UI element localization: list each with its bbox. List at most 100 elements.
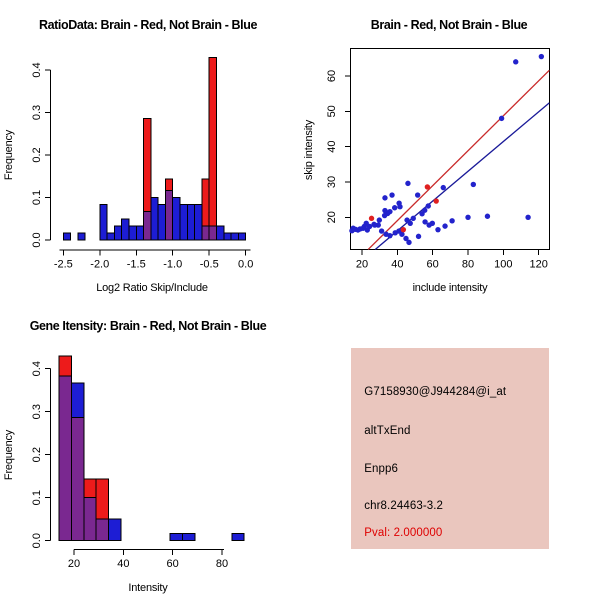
- scatter-point-red: [433, 198, 439, 204]
- scatter-point-blue: [435, 226, 441, 233]
- histogram-bar-blue: [230, 232, 239, 241]
- scatter-point-blue: [525, 214, 531, 220]
- histogram-bar-blue: [172, 197, 181, 241]
- histogram-bar-blue: [128, 225, 137, 241]
- x-axis-label: Intensity: [128, 582, 168, 594]
- ratio-histogram-chart: -2.5 -2.0 -1.5 -1.0 -0.5 0.0 0.0 0.1 0.2 0.3 0.4 Ra…: [3, 18, 258, 294]
- y-tick-label: 60: [326, 70, 338, 82]
- scatter-point-blue: [389, 192, 395, 198]
- x-tick-label: -2.0: [90, 259, 109, 271]
- histogram-bar-blue: [157, 204, 166, 241]
- scatter-point-blue: [442, 223, 448, 229]
- intensity-scatter-chart: 20 40 60 80 100 120 20 30 40 50 60 Brain - Red, Not…: [303, 18, 550, 294]
- histogram-bar-blue: [113, 225, 123, 241]
- histogram-bar-blue: [194, 204, 203, 241]
- histogram-bar-blue: [77, 232, 86, 241]
- chart-title: RatioData: Brain - Red, Not Brain - Blue: [39, 18, 257, 32]
- scatter-point-blue: [382, 195, 388, 201]
- histogram-bar-blue: [108, 518, 122, 542]
- histogram-bar-blue: [223, 232, 232, 241]
- histogram-bar-red: [208, 57, 218, 241]
- x-tick-label: 0.0: [238, 259, 253, 271]
- x-tick-label: -1.5: [127, 259, 146, 271]
- histogram-bar-blue: [121, 218, 130, 241]
- regression-line-red: [367, 69, 550, 250]
- gene-intensity-histogram-chart: 20 40 60 80 0.0 0.1 0.2 0.3 0.4 Gene Itensity: Br…: [3, 319, 267, 594]
- y-tick-label: 0.0: [31, 232, 43, 247]
- x-axis-label: Log2 Ratio Skip/Include: [96, 282, 208, 294]
- histogram-bar-blue: [179, 204, 188, 241]
- scatter-point-red: [368, 215, 375, 222]
- histogram-bar-blue: [99, 204, 108, 241]
- probe-id-text: G7158930@J944284@i_at: [364, 385, 507, 398]
- histogram-bar-blue: [231, 532, 245, 542]
- scatter-point-blue: [513, 59, 519, 65]
- event-type-text: altTxEnd: [364, 424, 411, 437]
- x-tick-label: 40: [117, 558, 129, 570]
- y-tick-label: 40: [326, 141, 338, 153]
- histogram-bar-blue: [216, 225, 225, 241]
- y-tick-label: 30: [326, 176, 338, 188]
- histogram-bar-overlap: [95, 518, 110, 542]
- scatter-point-red: [424, 184, 431, 190]
- location-text: chr8.24463-3.2: [364, 499, 444, 512]
- scatter-point-blue: [465, 214, 471, 220]
- scatter-point-blue: [425, 203, 431, 209]
- scatter-point-blue: [414, 192, 421, 198]
- y-tick-label: 20: [326, 211, 338, 223]
- chart-title: Gene Itensity: Brain - Red, Not Brain - …: [30, 319, 267, 333]
- gene-name-text: Enpp6: [364, 462, 399, 475]
- y-tick-label: 0.0: [31, 533, 43, 548]
- x-tick-label: 120: [530, 258, 548, 270]
- histogram-bar-blue: [62, 232, 72, 241]
- scatter-point-blue: [406, 239, 412, 246]
- y-tick-label: 0.1: [31, 190, 43, 205]
- histogram-bar-blue: [135, 225, 145, 241]
- scatter-point-blue: [410, 215, 416, 222]
- x-tick-label: -0.5: [200, 259, 219, 271]
- histogram-bar-blue: [169, 532, 184, 542]
- histogram-bar-blue: [237, 232, 247, 241]
- y-tick-label: 0.1: [31, 490, 43, 505]
- scatter-point-blue: [484, 213, 491, 219]
- scatter-point-blue: [407, 220, 413, 227]
- scatter-point-red: [400, 226, 407, 233]
- histogram-bar-overlap: [201, 225, 210, 241]
- scatter-point-blue: [449, 218, 455, 224]
- scatter-point-blue: [397, 204, 403, 210]
- y-tick-label: 0.2: [31, 147, 43, 162]
- scatter-point-blue: [392, 230, 398, 236]
- regression-line-blue: [374, 102, 550, 250]
- histogram-bar-blue: [106, 232, 115, 241]
- y-tick-label: 0.3: [31, 404, 43, 419]
- y-tick-label: 0.3: [31, 105, 43, 120]
- scatter-point-blue: [352, 226, 359, 233]
- x-tick-label: 60: [427, 258, 439, 270]
- histogram-bar-blue: [182, 532, 196, 542]
- x-tick-label: 40: [391, 258, 403, 270]
- y-axis-label: Frequency: [3, 129, 15, 180]
- histogram-bar-overlap: [71, 417, 85, 542]
- y-tick-label: 50: [326, 105, 338, 117]
- histogram-bar-overlap: [164, 189, 174, 241]
- histogram-bar-blue: [186, 204, 196, 241]
- histogram-bar-blue: [150, 197, 159, 241]
- x-tick-label: 80: [216, 558, 228, 570]
- histogram-bar-overlap: [208, 225, 218, 241]
- x-tick-label: 80: [462, 258, 474, 270]
- y-axis-label: Frequency: [3, 429, 15, 480]
- x-tick-label: 60: [167, 558, 179, 570]
- y-tick-label: 0.2: [31, 447, 43, 462]
- info-box: G7158930@J944284@i_at altTxEnd Enpp6 chr…: [350, 348, 550, 550]
- scatter-point-blue: [376, 217, 383, 223]
- y-axis-label: skip intensity: [303, 119, 315, 180]
- scatter-point-blue: [429, 220, 436, 227]
- x-tick-label: 20: [356, 258, 368, 270]
- scatter-point-blue: [381, 212, 388, 219]
- scatter-point-blue: [440, 184, 446, 191]
- info-panel: G7158930@J944284@i_at altTxEnd Enpp6 chr…: [300, 300, 600, 600]
- scatter-point-blue: [383, 231, 389, 237]
- x-tick-label: -2.5: [54, 259, 73, 271]
- pval-text: Pval: 2.000000: [364, 527, 443, 540]
